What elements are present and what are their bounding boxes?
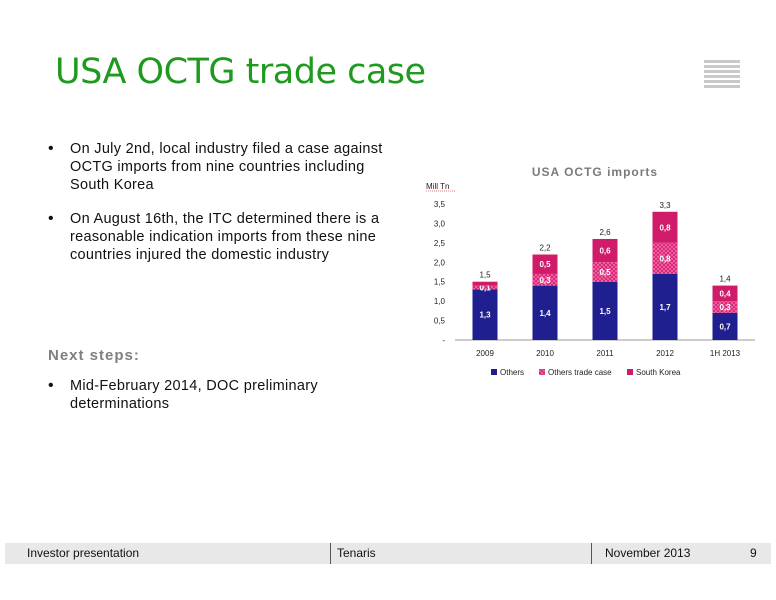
data-label: 0,4 — [719, 289, 731, 298]
chart-title: USA OCTG imports — [531, 165, 659, 179]
footer-date: November 2013 — [605, 546, 691, 560]
footer-bar: Investor presentation Tenaris November 2… — [5, 543, 771, 564]
data-label: 1,7 — [659, 303, 671, 312]
y-unit-label: Mill Tn — [426, 182, 449, 191]
y-tick-label: 2,0 — [434, 258, 446, 267]
footer-divider — [330, 543, 331, 564]
bar-segment-others-trade-case — [532, 273, 558, 286]
legend-label: Others trade case — [548, 368, 612, 377]
bar-segment-others-trade-case — [472, 285, 498, 290]
bullet-list: On July 2nd, local industry filed a case… — [48, 140, 393, 280]
data-label: 1,5 — [599, 307, 611, 316]
total-label: 2,6 — [599, 228, 611, 237]
y-tick-label: 3,5 — [434, 200, 446, 209]
x-tick-label: 2010 — [536, 349, 554, 358]
data-label: 0,6 — [599, 247, 611, 256]
data-label: 0,5 — [599, 268, 611, 277]
legend-label: Others — [500, 368, 524, 377]
data-label: 0,5 — [539, 260, 551, 269]
legend-label: South Korea — [636, 368, 681, 377]
bar-segment-others — [472, 289, 498, 340]
slide-title: USA OCTG trade case — [55, 52, 426, 92]
y-tick-label: 1,0 — [434, 297, 446, 306]
legend-swatch — [491, 369, 497, 375]
data-label: 0,1 — [479, 284, 491, 293]
bar-segment-south-korea — [712, 285, 738, 302]
footer-page-number: 9 — [750, 546, 757, 560]
legend-swatch — [539, 369, 545, 375]
data-label: 1,4 — [539, 309, 551, 318]
bullet-item: On July 2nd, local industry filed a case… — [48, 140, 393, 194]
bullet-item: On August 16th, the ITC determined there… — [48, 210, 393, 264]
data-label: 0,8 — [659, 254, 671, 263]
y-tick-label: - — [442, 336, 445, 345]
legend-swatch — [627, 369, 633, 375]
x-tick-label: 1H 2013 — [710, 349, 741, 358]
bar-segment-south-korea — [532, 254, 558, 274]
bar-segment-others — [652, 273, 678, 340]
bar-segment-others-trade-case — [592, 262, 618, 282]
x-tick-label: 2011 — [596, 349, 614, 358]
bar-segment-south-korea — [592, 238, 618, 263]
y-tick-label: 0,5 — [434, 317, 446, 326]
total-label: 3,3 — [659, 201, 671, 210]
bar-segment-others — [532, 285, 558, 340]
bar-segment-others — [592, 281, 618, 340]
total-label: 1,4 — [719, 275, 731, 284]
bar-segment-south-korea — [472, 281, 498, 286]
next-steps-list: Mid-February 2014, DOC preliminary deter… — [48, 377, 393, 429]
next-step-item: Mid-February 2014, DOC preliminary deter… — [48, 377, 393, 413]
bar-segment-south-korea — [652, 211, 678, 243]
total-label: 2,2 — [539, 244, 551, 253]
data-label: 0,7 — [719, 322, 731, 331]
total-label: 1,5 — [479, 271, 491, 280]
y-tick-label: 2,5 — [434, 239, 446, 248]
logo-stripes — [704, 60, 740, 90]
bar-segment-others — [712, 312, 738, 340]
footer-presentation-label: Investor presentation — [27, 546, 140, 560]
y-tick-label: 1,5 — [434, 278, 446, 287]
data-label: 0,3 — [539, 276, 551, 285]
data-label: 0,3 — [719, 303, 731, 312]
y-tick-label: 3,0 — [434, 219, 446, 228]
x-tick-label: 2012 — [656, 349, 674, 358]
next-steps-title: Next steps: — [48, 347, 140, 364]
stacked-bar-chart: Mill Tn - 0,5 1,0 1,5 2,0 2,5 3,0 3,5 1,3 0,1 1,5 20… — [426, 182, 755, 377]
bar-segment-others-trade-case — [712, 301, 738, 313]
data-label: 0,8 — [659, 223, 671, 232]
footer-divider — [591, 543, 592, 564]
bar-segment-others-trade-case — [652, 242, 678, 274]
footer-company: Tenaris — [337, 546, 376, 560]
data-label: 1,3 — [479, 311, 491, 320]
x-tick-label: 2009 — [476, 349, 494, 358]
